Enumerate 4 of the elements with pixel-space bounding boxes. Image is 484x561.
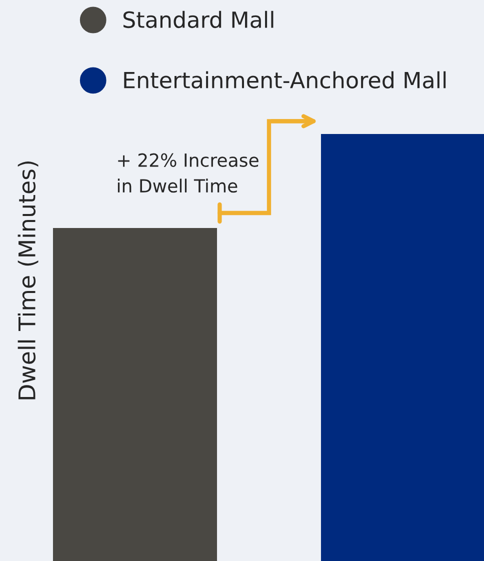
legend-label: Standard Mall: [123, 10, 274, 28]
legend-label: Entertainment-Anchored Mall: [124, 71, 446, 88]
y-axis-title: Dwell Time (Minutes): [18, 161, 38, 400]
annotation: + 22% Increase in Dwell Time: [118, 153, 258, 193]
